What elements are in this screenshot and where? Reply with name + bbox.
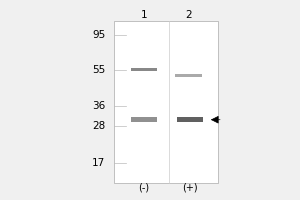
Text: 2: 2	[185, 10, 192, 20]
Text: (+): (+)	[182, 183, 198, 193]
Text: (-): (-)	[139, 183, 150, 193]
FancyBboxPatch shape	[131, 68, 158, 71]
Text: 36: 36	[92, 101, 105, 111]
Text: 28: 28	[92, 121, 105, 131]
FancyBboxPatch shape	[177, 117, 203, 122]
FancyBboxPatch shape	[114, 21, 218, 183]
Text: 17: 17	[92, 158, 105, 168]
Text: 95: 95	[92, 30, 105, 40]
FancyBboxPatch shape	[175, 74, 202, 77]
FancyBboxPatch shape	[131, 117, 158, 122]
Text: 1: 1	[141, 10, 147, 20]
Text: 55: 55	[92, 65, 105, 75]
